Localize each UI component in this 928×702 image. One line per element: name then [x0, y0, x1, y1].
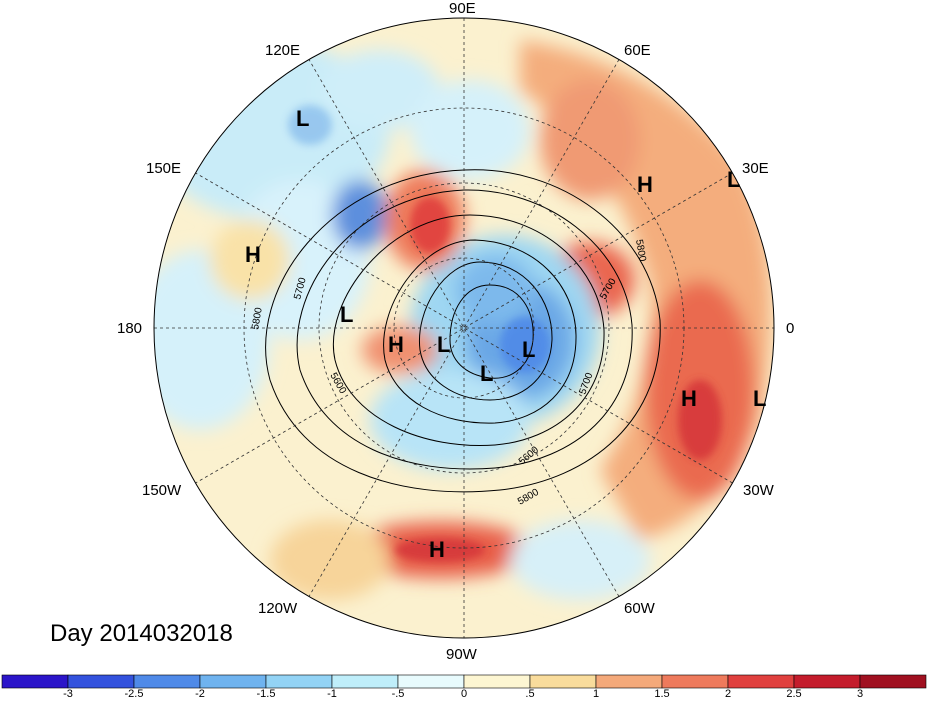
low-center: L	[522, 337, 535, 362]
colorbar-swatch	[331, 674, 399, 689]
colorbar-swatch	[859, 674, 927, 689]
colorbar-tick-label: -1	[327, 688, 337, 700]
lon-label-90w: 90W	[446, 646, 477, 663]
high-center: H	[388, 332, 404, 357]
contour-label: 5800	[250, 306, 265, 330]
low-center: L	[727, 167, 740, 192]
colorbar-swatch	[661, 674, 729, 689]
lon-label-120w: 120W	[258, 600, 298, 617]
colorbar-tick-label: 1.5	[654, 688, 670, 700]
lon-label-30e: 30E	[742, 160, 769, 177]
high-center: H	[245, 242, 261, 267]
colorbar-swatch	[67, 674, 135, 689]
colorbar-swatch	[265, 674, 333, 689]
low-center: L	[753, 386, 766, 411]
colorbar	[1, 674, 927, 689]
lon-label-180: 180	[117, 320, 143, 337]
colorbar-tick-label: -1.5	[256, 688, 276, 700]
colorbar-tick-label: 2	[724, 688, 732, 700]
colorbar-swatch	[529, 674, 597, 689]
colorbar-tick-label: 1	[592, 688, 600, 700]
high-center: H	[681, 386, 697, 411]
contour-label: 5800	[633, 239, 648, 263]
colorbar-tick-label: -2	[195, 688, 205, 700]
lon-label-120e: 120E	[265, 42, 301, 59]
colorbar-swatch	[727, 674, 795, 689]
low-center: L	[340, 302, 353, 327]
high-center: H	[429, 537, 445, 562]
colorbar-swatch	[793, 674, 861, 689]
lon-label-90e: 90E	[449, 0, 476, 17]
lon-label-150w: 150W	[142, 482, 182, 499]
colorbar-swatch	[397, 674, 465, 689]
lon-label-150e: 150E	[146, 160, 182, 177]
height-contours	[265, 169, 661, 493]
pressure-centers: L H L H L L H L L L H H	[245, 106, 766, 562]
anomaly-field	[154, 18, 774, 638]
colorbar-swatch	[199, 674, 267, 689]
colorbar-tick-label: -2.5	[124, 688, 144, 700]
graticule	[154, 18, 774, 638]
colorbar-tick-label: 0	[460, 688, 468, 700]
colorbar-tick-label: -3	[63, 688, 73, 700]
colorbar-swatch	[595, 674, 663, 689]
low-center: L	[296, 106, 309, 131]
colorbar-swatch	[1, 674, 69, 689]
colorbar-swatch	[133, 674, 201, 689]
lon-label-60w: 60W	[624, 600, 655, 617]
colorbar-tick-label: -.5	[391, 688, 405, 700]
date-label: Day 2014032018	[50, 620, 233, 647]
high-center: H	[637, 172, 653, 197]
colorbar-tick-label: .5	[525, 688, 535, 700]
colorbar-swatch	[463, 674, 531, 689]
colorbar-tick-label: 3	[856, 688, 864, 700]
low-center: L	[480, 361, 493, 386]
lon-label-0: 0	[786, 320, 795, 337]
lon-label-30w: 30W	[743, 482, 774, 499]
lon-label-60e: 60E	[624, 42, 651, 59]
map-boundary	[153, 17, 775, 639]
colorbar-tick-label: 2.5	[786, 688, 802, 700]
low-center: L	[437, 332, 450, 357]
